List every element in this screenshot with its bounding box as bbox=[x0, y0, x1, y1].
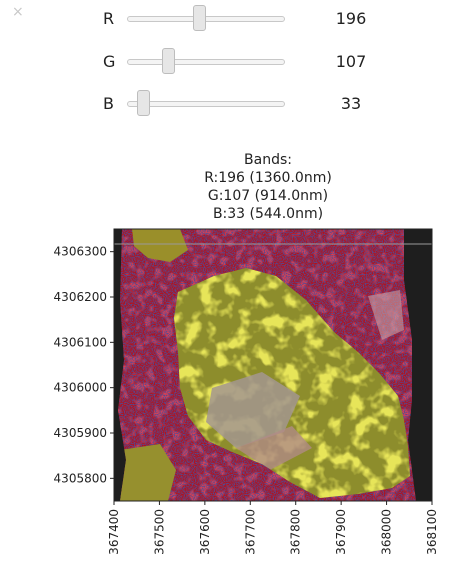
vegetation-patch bbox=[132, 229, 188, 262]
b-slider-label: B bbox=[103, 94, 114, 113]
g-slider-track[interactable] bbox=[127, 48, 285, 74]
y-tick-label: 4305800 bbox=[54, 471, 107, 485]
plot-title-line: G:107 (914.0nm) bbox=[207, 188, 329, 204]
plot-title-line: Bands: bbox=[244, 152, 292, 168]
x-tick-label: 367400 bbox=[107, 509, 121, 555]
y-axis: 4305800 4305900 4306000 4306100 4306200 43063… bbox=[54, 245, 114, 485]
x-tick-label: 368100 bbox=[425, 509, 439, 555]
b-value-readout: 33 bbox=[340, 94, 362, 113]
x-tick-label: 367800 bbox=[289, 509, 303, 555]
r-slider-track[interactable] bbox=[127, 5, 285, 31]
y-tick-label: 4305900 bbox=[54, 426, 107, 440]
slider-row-g: G 107 bbox=[0, 48, 460, 74]
x-tick-label: 367600 bbox=[198, 509, 212, 555]
x-tick-label: 367700 bbox=[243, 509, 257, 555]
y-tick-label: 4306000 bbox=[54, 381, 107, 395]
scene-footprint bbox=[118, 229, 416, 501]
x-tick-label: 367900 bbox=[334, 509, 348, 555]
b-slider-track[interactable] bbox=[127, 90, 285, 116]
raster-image bbox=[114, 229, 432, 501]
r-slider-thumb[interactable] bbox=[192, 5, 206, 31]
x-axis: 367400 367500 367600 367700 367800 367900 3680… bbox=[107, 501, 439, 555]
axes-frame bbox=[113, 228, 433, 502]
y-tick-label: 4306300 bbox=[54, 245, 107, 259]
y-tick-label: 4306200 bbox=[54, 290, 107, 304]
close-icon[interactable]: × bbox=[12, 4, 24, 20]
slider-row-b: B 33 bbox=[0, 90, 460, 116]
built-up-area bbox=[236, 426, 312, 470]
x-tick-label: 368000 bbox=[380, 509, 394, 555]
plot-title-line: R:196 (1360.0nm) bbox=[204, 170, 332, 186]
built-up-area bbox=[206, 372, 300, 448]
r-slider-label: R bbox=[103, 9, 115, 28]
plot-title-line: B:33 (544.0nm) bbox=[212, 206, 324, 222]
slider-row-r: R 196 bbox=[0, 5, 460, 31]
g-slider-thumb[interactable] bbox=[161, 48, 175, 74]
vegetation-patch bbox=[120, 444, 176, 501]
y-tick-label: 4306100 bbox=[54, 335, 107, 349]
b-slider-thumb[interactable] bbox=[136, 90, 150, 116]
r-value-readout: 196 bbox=[335, 9, 367, 28]
x-tick-label: 367500 bbox=[152, 509, 166, 555]
built-up-area bbox=[368, 290, 404, 340]
plot-title: Bands: R:196 (1360.0nm) G:107 (914.0nm) … bbox=[153, 151, 383, 223]
g-value-readout: 107 bbox=[335, 52, 367, 71]
g-slider-label: G bbox=[103, 52, 116, 71]
